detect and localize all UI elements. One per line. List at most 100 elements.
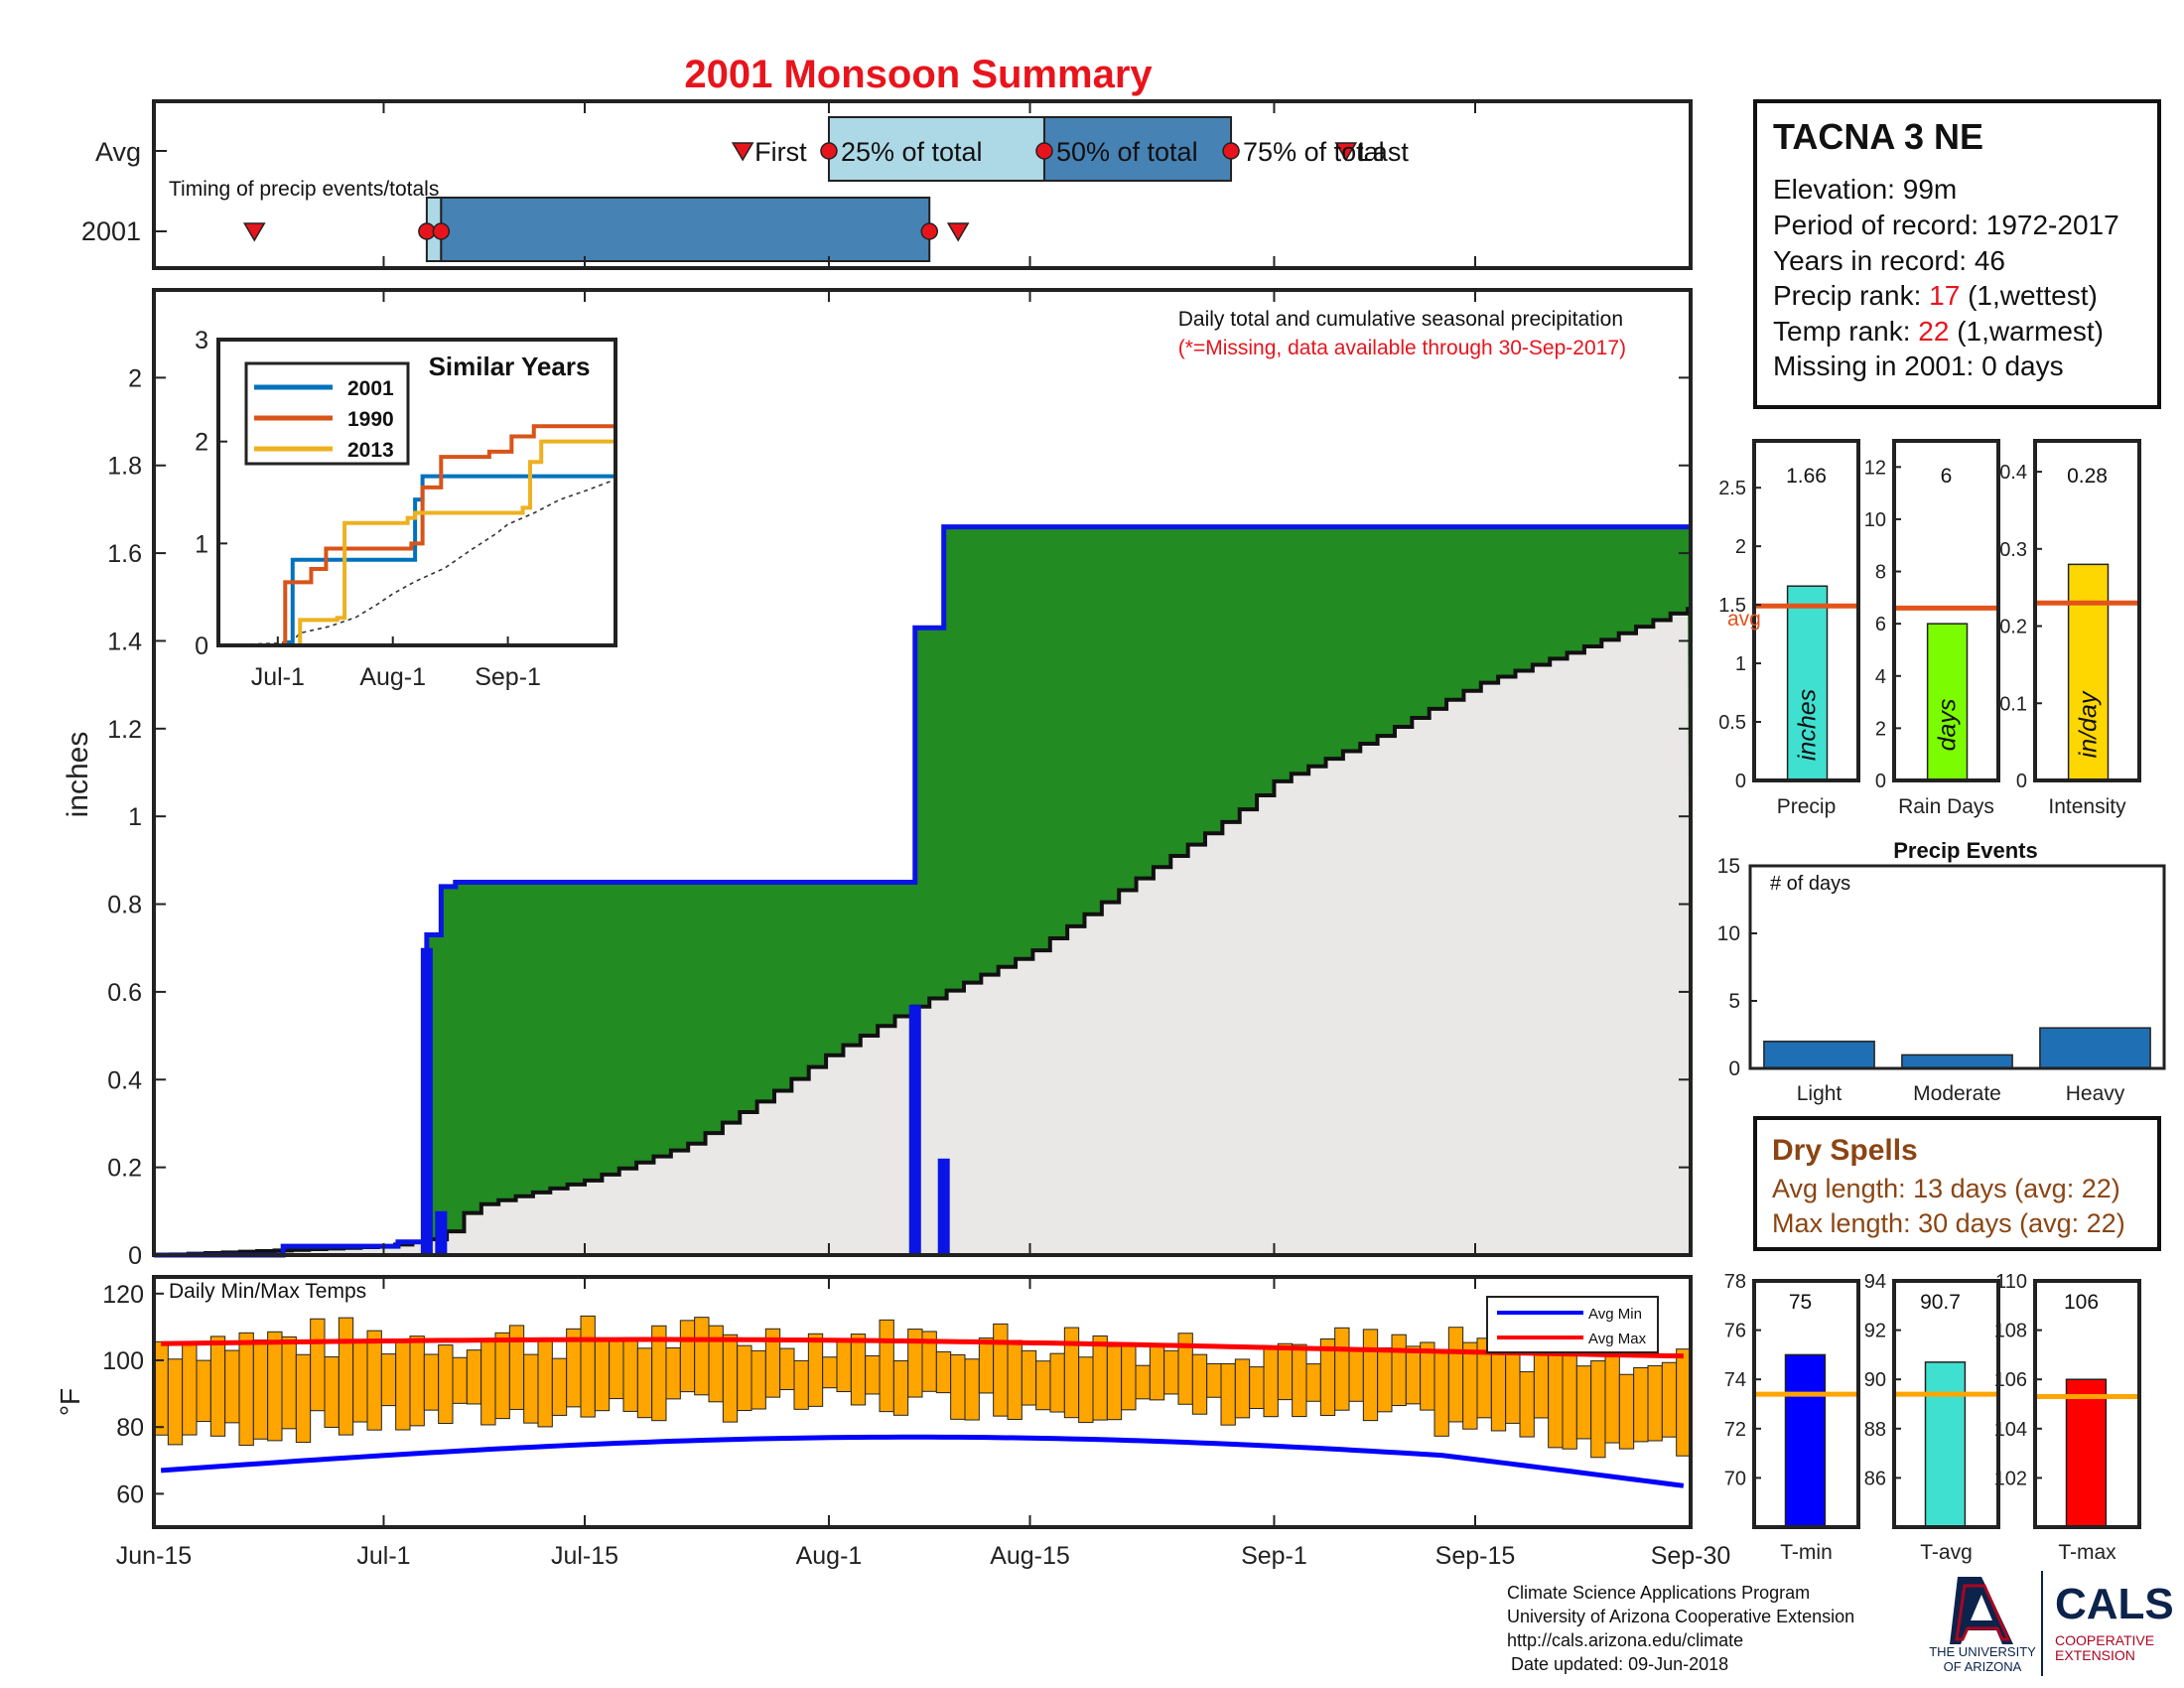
main-ytick-label-1: 0.2 <box>107 1155 142 1183</box>
temp-panel-frame-2 <box>2033 1279 2141 1529</box>
temp-bar-47 <box>822 1356 838 1389</box>
university-of-arizona-logo: THE UNIVERSITY OF ARIZONA CALS COOPERATI… <box>1929 1571 2174 1676</box>
station-missing: Missing in 2001: 0 days <box>1773 351 2064 381</box>
small-ytick-label-1-2: 4 <box>1875 666 1886 688</box>
temp-bar-103 <box>1618 1373 1635 1450</box>
daily-precip-bar-3 <box>937 1158 950 1255</box>
events-bar-0 <box>1763 1041 1875 1069</box>
main-note: Daily total and cumulative seasonal prec… <box>1178 308 1623 331</box>
temp-category-label-0: T-min <box>1780 1541 1833 1564</box>
avg-first-marker <box>731 142 754 162</box>
inset-series-2013-line <box>218 439 615 647</box>
temp-bar-33 <box>622 1338 638 1412</box>
temp-bar-106 <box>1661 1361 1678 1438</box>
ua-line-2: OF ARIZONA <box>1944 1659 2022 1674</box>
small-ytick-label-0-4: 2 <box>1735 536 1746 558</box>
temp-bar-70 <box>1149 1344 1165 1401</box>
daily-precip-bar-1 <box>435 1210 448 1255</box>
avg-first-label: First <box>754 137 807 167</box>
temp-bar-77 <box>1249 1366 1265 1410</box>
avg-last-label: Last <box>1358 137 1410 167</box>
temp-bar-85 <box>1362 1329 1379 1422</box>
temp-bar-98 <box>1548 1343 1564 1449</box>
temp-bar-94 <box>1490 1349 1507 1432</box>
small-panel-frame-0 <box>1752 439 1860 782</box>
small-bar-2 <box>2067 563 2110 781</box>
legend-2001-label: 2001 <box>347 377 394 400</box>
temp-bar-87 <box>1391 1334 1407 1407</box>
small-value-label-0: 1.66 <box>1786 465 1827 488</box>
small-ytick-label-1-5: 10 <box>1864 509 1886 531</box>
temp-summary-ytick-label-2-3: 108 <box>1994 1321 2027 1342</box>
station-temp-rank: Temp rank: 22 (1,warmest) <box>1773 316 2104 347</box>
dry-spells-box: Dry Spells Avg length: 13 days (avg: 22)… <box>1753 1116 2161 1251</box>
2001-p75-marker <box>920 222 938 240</box>
temp-bar-8 <box>267 1331 283 1442</box>
inset-xtick-label-1: Aug-1 <box>359 663 426 691</box>
temp-bar-7 <box>252 1339 269 1440</box>
temp-category-label-2: T-max <box>2058 1541 2116 1564</box>
legend-avg-max-label: Avg Max <box>1588 1331 1647 1347</box>
avg-last-marker <box>1334 142 1358 162</box>
avg-p50-label: 50% of total <box>1056 137 1198 167</box>
small-panel-frame-1 <box>1892 439 2000 782</box>
temp-summary-ytick-label-0-1: 72 <box>1724 1419 1746 1441</box>
avg-min-line <box>160 1434 1685 1488</box>
main-ytick-label-10: 2 <box>128 364 142 392</box>
temp-bar-1 <box>167 1358 184 1446</box>
temp-bar-0 <box>153 1340 169 1436</box>
temp-bar-20 <box>438 1344 454 1425</box>
avg-p25-marker <box>820 142 838 160</box>
small-value-label-2: 0.28 <box>2067 465 2108 488</box>
station-precip-rank: Precip rank: 17 (1,wettest) <box>1773 280 2098 311</box>
temp-bar-31 <box>594 1339 611 1412</box>
temp-bar-80 <box>1292 1343 1307 1418</box>
events-ylabel: # of days <box>1770 873 1850 895</box>
temp-bar-66 <box>1092 1335 1108 1421</box>
temp-bar-96 <box>1519 1371 1535 1438</box>
main-y-ticks: 0 0.2 0.4 0.6 0.8 1 1.2 1.4 1.6 1.8 2 <box>107 364 1691 1270</box>
small-unit-label-1: days <box>1934 699 1962 752</box>
temp-bar-12 <box>324 1356 340 1428</box>
date-label-0: Jun-15 <box>116 1542 192 1570</box>
small-ytick-label-1-3: 6 <box>1875 614 1886 635</box>
cumulative-2001-line <box>154 524 1691 1258</box>
temp-panel-frame-0 <box>1752 1279 1860 1529</box>
inset-average-line <box>217 479 616 646</box>
main-ytick-label-9: 1.8 <box>107 453 142 481</box>
temp-bar-60 <box>1007 1339 1023 1420</box>
temp-bar-99 <box>1562 1342 1577 1450</box>
inset-xtick-label-2: Sep-1 <box>475 663 541 691</box>
station-period: Period of record: 1972-2017 <box>1773 210 2119 240</box>
temp-bar-69 <box>1135 1364 1151 1400</box>
timing-2001-label: 2001 <box>81 216 141 246</box>
2001-p50-marker <box>432 222 451 240</box>
ua-line-1: THE UNIVERSITY <box>1929 1644 2036 1659</box>
timing-caption: Timing of precip events/totals <box>169 178 439 201</box>
small-ytick-label-0-2: 1 <box>1735 653 1746 675</box>
footer-line-4: Date updated: 09-Jun-2018 <box>1511 1654 1728 1674</box>
temp-bar-55 <box>935 1350 952 1394</box>
small-ytick-label-1-6: 12 <box>1864 457 1886 479</box>
temp-ytick-label-3: 120 <box>102 1281 144 1309</box>
daily-precip-bar-2 <box>908 1005 921 1255</box>
small-ytick-label-2-4: 0.4 <box>1999 462 2027 484</box>
temp-bar-36 <box>665 1346 681 1400</box>
avg-p75-marker <box>1222 142 1240 160</box>
temp-bar-34 <box>636 1347 653 1419</box>
average-cumulative-area <box>154 607 1691 1255</box>
precip-events-chart: Light Moderate Heavy 0 5 10 15 Precip Events # o… <box>1717 838 2166 1105</box>
small-category-label-0: Precip <box>1777 795 1837 818</box>
inset-title: Similar Years <box>429 352 591 381</box>
temp-bar-61 <box>1021 1349 1037 1406</box>
temp-bar-92 <box>1462 1341 1478 1430</box>
footer-line-1: Climate Science Applications Program <box>1507 1583 1810 1603</box>
page-title: 2001 Monsoon Summary <box>684 53 1153 96</box>
small-avg-label: avg <box>1727 608 1761 631</box>
temp-bar-107 <box>1676 1348 1692 1457</box>
temp-bar-4 <box>209 1336 226 1437</box>
small-ytick-label-1-1: 2 <box>1875 718 1886 740</box>
temp-bar-100 <box>1575 1365 1592 1440</box>
small-ytick-label-2-2: 0.2 <box>1999 617 2027 638</box>
events-bar-1 <box>1901 1054 2013 1069</box>
